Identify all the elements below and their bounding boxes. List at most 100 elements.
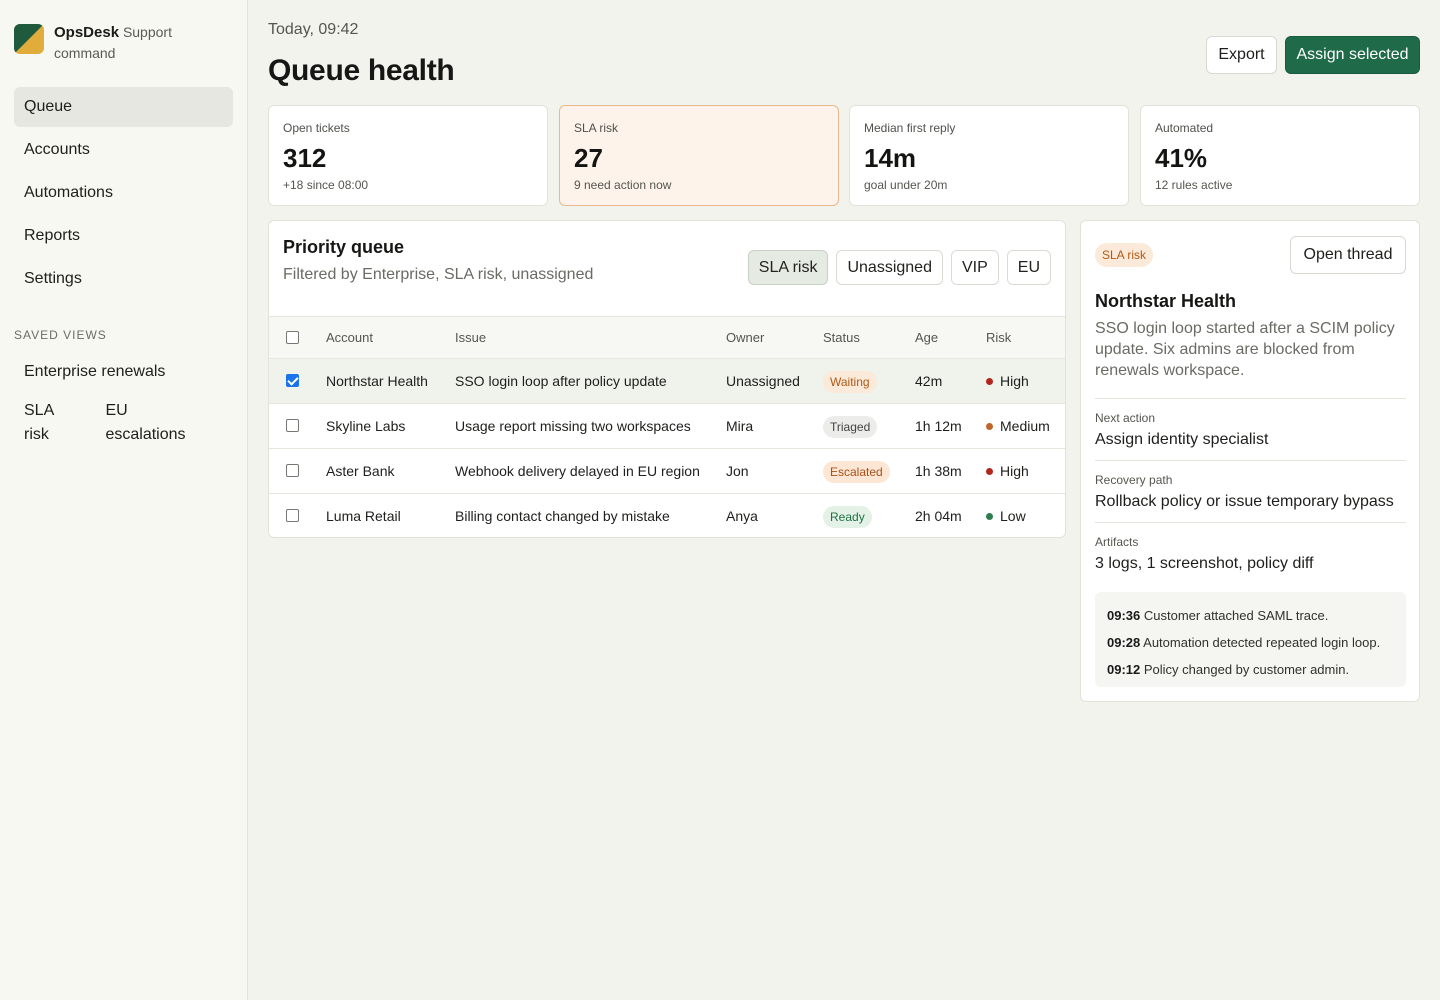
opsdesk-logo [14,24,44,54]
brand-sub: Support [122,24,172,40]
filter-chip-unassigned[interactable]: Unassigned [836,250,943,285]
status-badge: Triaged [823,416,878,439]
sidebar: OpsDesk Support command Queue Accounts A… [0,0,248,1000]
timeline-time: 09:12 [1107,662,1141,677]
stat-label: Automated [1155,121,1214,135]
detail-title: Northstar Health [1095,291,1237,311]
row-checkbox[interactable] [286,509,299,522]
row-checkbox[interactable] [286,374,299,387]
column-header-age[interactable]: Age [915,330,939,345]
queue-title: Priority queue [283,237,405,257]
stat-value: 312 [283,143,327,173]
cell-account: Luma Retail [326,508,401,524]
risk-dot-icon [986,467,993,475]
cell-issue: Billing contact changed by mistake [455,508,670,524]
timeline-item: 09:12 Policy changed by customer admin. [1107,656,1394,683]
divider [1095,460,1406,461]
saved-views-heading: SAVED VIEWS [14,328,107,342]
column-header-risk[interactable]: Risk [986,330,1012,345]
cell-owner: Anya [726,508,758,524]
timeline-time: 09:36 [1107,608,1141,623]
timeline-text: Customer attached SAML trace. [1143,608,1329,623]
cell-risk: High [1000,463,1029,479]
stat-label: SLA risk [574,121,619,135]
cell-age: 1h 38m [915,463,962,479]
nav-item-settings[interactable]: Settings [24,270,82,287]
page-title: Queue health [268,54,455,87]
column-header-account[interactable]: Account [326,330,373,345]
filter-chip-sla-risk[interactable]: SLA risk [747,250,829,285]
timeline-text: Policy changed by customer admin. [1143,662,1350,677]
current-date: Today, 09:42 [268,21,359,38]
stat-note: goal under 20m [864,178,948,192]
status-badge: Escalated [823,461,890,484]
filter-chip-vip[interactable]: VIP [950,250,999,285]
nav-item-automations[interactable]: Automations [24,184,113,201]
divider [1095,522,1406,523]
status-badge: Ready [823,506,872,529]
detail-description: SSO login loop started after a SCIM poli… [1095,320,1395,379]
table-row[interactable]: Luma Retail Billing contact changed by m… [269,494,1065,537]
cell-risk: Medium [1000,418,1050,434]
open-thread-button[interactable]: Open thread [1290,236,1406,274]
stat-value: 27 [574,143,603,173]
cell-issue: Webhook delivery delayed in EU region [455,463,700,479]
stat-card-automated[interactable]: Automated 41% 12 rules active [1140,105,1420,206]
export-button[interactable]: Export [1206,36,1277,74]
stat-label: Open tickets [283,121,350,135]
risk-dot-icon [986,422,993,430]
timeline-item: 09:36 Customer attached SAML trace. [1107,602,1394,629]
filter-chip-eu[interactable]: EU [1006,250,1051,285]
cell-owner: Mira [726,418,754,434]
column-header-issue[interactable]: Issue [455,330,487,345]
cell-age: 42m [915,373,943,389]
brand-sub-line2: command [54,45,116,61]
saved-view-eu-escalations[interactable]: EU escalations [105,402,186,443]
artifacts-value: 3 logs, 1 screenshot, policy diff [1095,555,1314,572]
next-action-value: Assign identity specialist [1095,431,1269,448]
stat-card-sla-risk[interactable]: SLA risk 27 9 need action now [559,105,839,206]
column-header-owner[interactable]: Owner [726,330,765,345]
timeline-time: 09:28 [1107,635,1141,650]
status-badge: Waiting [823,371,877,394]
table-row[interactable]: Skyline Labs Usage report missing two wo… [269,404,1065,449]
table-header: Account Issue Owner Status Age Risk [269,316,1065,359]
row-checkbox[interactable] [286,464,299,477]
cell-account: Northstar Health [326,373,428,389]
cell-account: Aster Bank [326,463,395,479]
nav-item-queue[interactable]: Queue [14,87,233,127]
stat-card-median-first-reply[interactable]: Median first reply 14m goal under 20m [849,105,1129,206]
nav-item-accounts[interactable]: Accounts [24,141,90,158]
artifacts-label: Artifacts [1095,535,1139,549]
saved-view-sla-risk[interactable]: SLA risk [24,402,54,443]
table-row[interactable]: Aster Bank Webhook delivery delayed in E… [269,449,1065,494]
activity-timeline: 09:36 Customer attached SAML trace. 09:2… [1095,592,1406,687]
cell-owner: Unassigned [726,373,800,389]
cell-risk: High [1000,373,1029,389]
stat-value: 14m [864,143,917,173]
brand[interactable]: OpsDesk Support command [14,22,194,64]
saved-view-enterprise-renewals[interactable]: Enterprise renewals [24,363,166,380]
brand-text: OpsDesk Support command [54,22,194,64]
stat-card-open-tickets[interactable]: Open tickets 312 +18 since 08:00 [268,105,548,206]
recovery-path-label: Recovery path [1095,473,1173,487]
brand-name: OpsDesk [54,24,120,41]
assign-selected-button[interactable]: Assign selected [1285,36,1420,74]
risk-dot-icon [986,512,993,520]
sla-risk-badge: SLA risk [1095,243,1154,267]
stat-label: Median first reply [864,121,956,135]
filter-chips: SLA risk Unassigned VIP EU [740,250,1051,285]
table-row[interactable]: Northstar Health SSO login loop after po… [269,359,1065,404]
nav-item-reports[interactable]: Reports [24,227,81,244]
risk-dot-icon [986,377,993,385]
row-checkbox[interactable] [286,419,299,432]
column-header-status[interactable]: Status [823,330,860,345]
next-action-label: Next action [1095,411,1156,425]
select-all-checkbox[interactable] [286,331,299,344]
cell-owner: Jon [726,463,749,479]
cell-issue: Usage report missing two workspaces [455,418,691,434]
cell-account: Skyline Labs [326,418,406,434]
divider [1095,398,1406,399]
nav-menu: Queue Accounts Automations Reports Setti… [14,87,233,302]
recovery-path-value: Rollback policy or issue temporary bypas… [1095,493,1394,510]
